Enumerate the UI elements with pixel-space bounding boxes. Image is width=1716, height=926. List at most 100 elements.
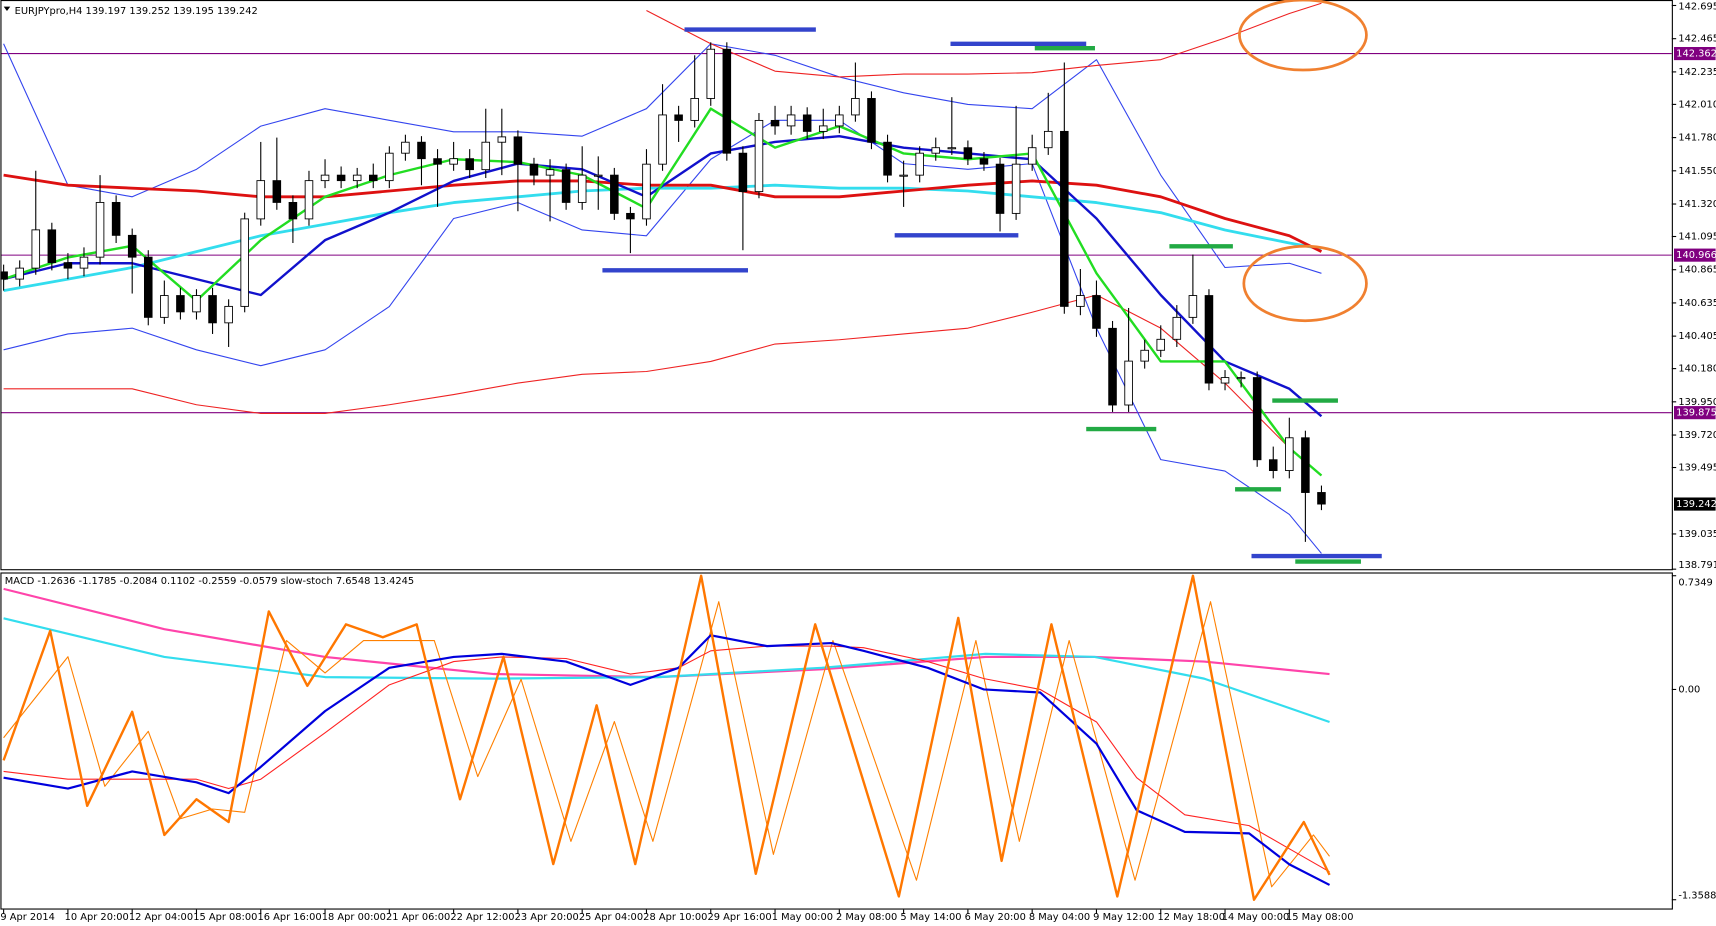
candle-body	[1140, 349, 1149, 362]
y-tick-label: 0.7349	[1678, 577, 1712, 588]
x-tick-label: 2 May 08:00	[836, 912, 897, 923]
candle-body	[336, 174, 346, 182]
indicator-line	[3, 645, 1330, 873]
candle-body	[626, 212, 635, 220]
x-tick-label: 9 Apr 2014	[0, 912, 55, 923]
candle-body	[658, 114, 667, 165]
candle-body	[642, 163, 651, 220]
candle-body	[111, 201, 121, 236]
level-label: 140.966	[1676, 250, 1716, 261]
candle-body	[465, 158, 474, 171]
oscillator-panel	[2, 574, 1331, 901]
candle-body	[1285, 437, 1294, 471]
price-panel	[0, 2, 1672, 554]
candle-body	[770, 119, 780, 127]
x-tick-label: 12 May 18:00	[1157, 912, 1225, 923]
y-tick-label: 0.00	[1678, 684, 1700, 695]
candle-body	[931, 147, 941, 154]
indicator-line	[646, 2, 1322, 78]
candle-body	[79, 256, 89, 269]
y-tick-label: 141.780	[1678, 133, 1716, 144]
candle-body	[160, 295, 169, 318]
candle-body	[1220, 377, 1230, 384]
candle-body	[320, 174, 330, 182]
candle-body	[995, 163, 1005, 214]
level-label: 142.362	[1676, 49, 1716, 60]
candle-body	[947, 147, 957, 150]
y-tick-label: 139.720	[1678, 430, 1716, 441]
candle-body	[47, 229, 57, 264]
x-tick-label: 18 Apr 00:00	[322, 912, 386, 923]
green-levels	[1034, 45, 1361, 564]
candle-body	[1043, 130, 1053, 149]
x-tick-label: 22 Apr 12:00	[450, 912, 514, 923]
y-tick-label: -1.3588	[1678, 890, 1716, 901]
y-tick-label: 142.695	[1678, 2, 1716, 13]
candle-body	[95, 201, 105, 258]
candle-body	[1236, 377, 1246, 380]
candle-body	[915, 152, 924, 176]
candle-body	[722, 48, 732, 154]
candle-body	[127, 234, 137, 258]
indicator-line	[2, 574, 1331, 901]
candle-body	[610, 174, 619, 214]
candle-body	[143, 256, 153, 318]
indicator-line	[3, 183, 1322, 293]
x-tick-label: 29 Apr 16:00	[707, 912, 771, 923]
candle-body	[176, 295, 185, 313]
candle-body	[754, 119, 764, 193]
x-tick-label: 15 May 08:00	[1286, 912, 1354, 923]
candle-body	[529, 163, 539, 176]
indicator-line	[3, 134, 1323, 418]
candle-body	[1076, 295, 1085, 307]
candle-body	[1027, 147, 1037, 165]
candle-body	[738, 152, 748, 193]
current-price-bg	[1673, 497, 1716, 511]
blue-levels	[602, 27, 1382, 559]
x-tick-label: 14 May 00:00	[1222, 912, 1290, 923]
candle-body	[979, 158, 989, 165]
y-tick-label: 141.550	[1678, 166, 1716, 177]
candle-body	[1317, 492, 1326, 505]
indicator-title: MACD -1.2636 -1.1785 -0.2084 0.1102 -0.2…	[5, 576, 414, 587]
candle-body	[1252, 377, 1262, 461]
candle-body	[545, 169, 555, 176]
candle-body	[208, 295, 217, 324]
x-tick-label: 10 Apr 20:00	[65, 912, 129, 923]
x-tick-label: 9 May 12:00	[1093, 912, 1154, 923]
x-tick-label: 28 Apr 10:00	[643, 912, 707, 923]
y-tick-label: 139.495	[1678, 463, 1716, 474]
x-tick-label: 8 May 04:00	[1029, 912, 1090, 923]
candle-body	[1156, 338, 1166, 351]
x-tick-label: 21 Apr 06:00	[386, 912, 450, 923]
candle-body	[481, 141, 491, 171]
x-tick-label: 16 Apr 16:00	[257, 912, 321, 923]
y-tick-label: 139.035	[1678, 529, 1716, 540]
menu-arrow	[3, 6, 11, 11]
candle-body	[401, 141, 410, 154]
level-label-bg	[1673, 406, 1716, 420]
candle-body	[1011, 163, 1021, 214]
level-label: 139.875	[1676, 408, 1716, 419]
annotations	[3, 0, 1382, 564]
candle-body	[818, 125, 828, 132]
candle-body	[593, 174, 603, 177]
oscillator-frame	[0, 572, 1673, 910]
candle-body	[690, 98, 699, 121]
candle-body	[835, 114, 844, 127]
level-label-bg	[1673, 47, 1716, 61]
candle-body	[1188, 295, 1198, 318]
candle-body	[851, 98, 860, 116]
candle-body	[433, 158, 442, 165]
chart-title: EURJPYpro,H4 139.197 139.252 139.195 139…	[15, 6, 258, 17]
highlight-ellipse	[1238, 0, 1368, 72]
candle-body	[1108, 327, 1117, 406]
candle-body	[1172, 316, 1182, 340]
candle-body	[1060, 130, 1069, 307]
price-frame	[0, 0, 1673, 571]
candle-body	[31, 229, 41, 269]
candle-body	[561, 169, 571, 203]
candle-body	[497, 136, 507, 143]
